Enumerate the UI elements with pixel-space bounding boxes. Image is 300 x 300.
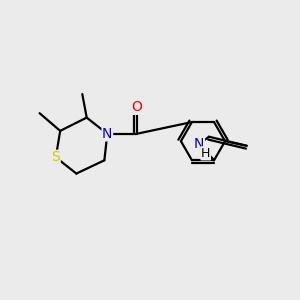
- Text: H: H: [201, 147, 210, 160]
- Text: N: N: [194, 137, 205, 151]
- Text: N: N: [102, 127, 112, 141]
- Text: S: S: [51, 150, 60, 164]
- Text: O: O: [131, 100, 142, 114]
